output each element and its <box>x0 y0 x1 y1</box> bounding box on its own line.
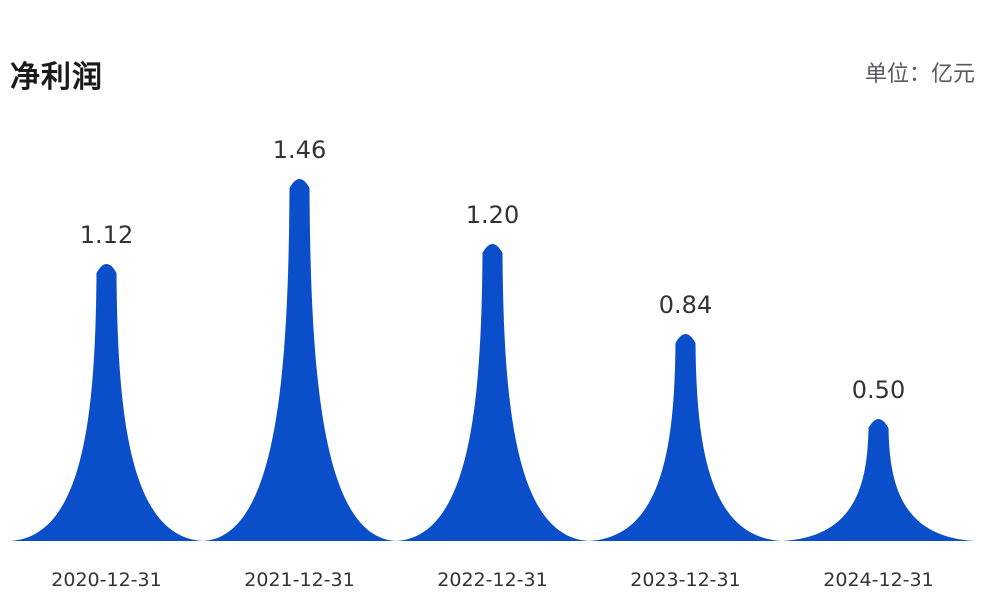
bar-spike-2023-12-31 <box>589 334 782 541</box>
chart-x-tick-labels: 2020-12-31 2021-12-31 2022-12-31 2023-12-31… <box>51 569 933 591</box>
bar-spike-2024-12-31 <box>782 419 975 541</box>
data-label-2022-12-31: 1.20 <box>466 201 519 229</box>
x-tick-label-2021-12-31: 2021-12-31 <box>244 569 354 591</box>
x-tick-label-2020-12-31: 2020-12-31 <box>51 569 161 591</box>
bar-spike-2022-12-31 <box>396 244 589 541</box>
chart-value-labels: 1.12 1.46 1.20 0.84 0.50 <box>80 136 905 404</box>
chart-marks <box>10 179 975 541</box>
x-tick-label-2022-12-31: 2022-12-31 <box>437 569 547 591</box>
bar-spike-2021-12-31 <box>203 179 396 541</box>
bar-spike-2020-12-31 <box>10 264 203 541</box>
chart-title: 净利润 <box>10 60 103 95</box>
data-label-2020-12-31: 1.12 <box>80 221 133 249</box>
x-tick-label-2023-12-31: 2023-12-31 <box>630 569 740 591</box>
unit-label: 单位：亿元 <box>864 62 975 87</box>
x-tick-label-2024-12-31: 2024-12-31 <box>823 569 933 591</box>
data-label-2021-12-31: 1.46 <box>273 136 326 164</box>
data-label-2024-12-31: 0.50 <box>852 376 905 404</box>
data-label-2023-12-31: 0.84 <box>659 291 712 319</box>
